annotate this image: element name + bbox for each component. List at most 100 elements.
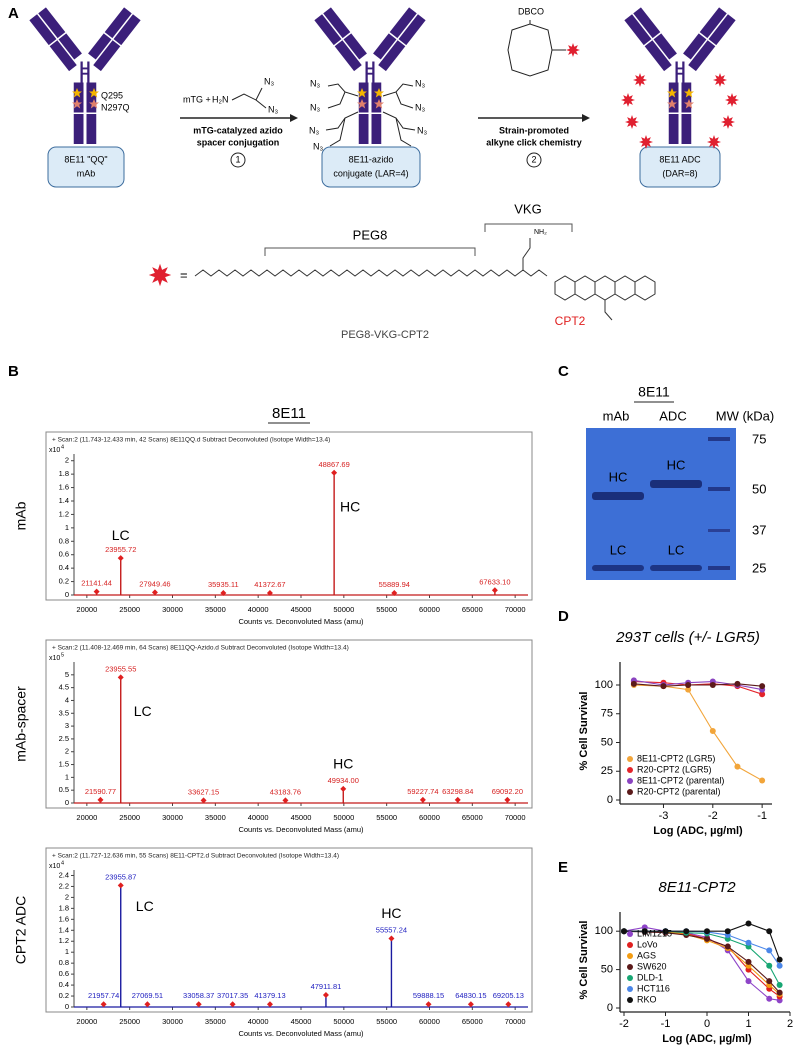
chart-title: 293T cells (+/- LGR5) xyxy=(615,629,760,646)
y-tick-label: 100 xyxy=(595,925,613,937)
x-axis-label: Log (ADC, µg/ml) xyxy=(662,1033,752,1045)
peak-label: 23955.87 xyxy=(105,872,136,881)
x-tick-label: -2 xyxy=(619,1018,629,1030)
peak-label: 41372.67 xyxy=(254,580,285,589)
data-point xyxy=(766,962,773,969)
band-label: HC xyxy=(609,469,628,484)
data-point xyxy=(685,686,692,693)
y-tick-label: 1.8 xyxy=(59,903,69,912)
data-point xyxy=(621,928,627,935)
dbco-ring xyxy=(507,23,553,77)
peak-label: 59888.15 xyxy=(413,991,444,1000)
data-point xyxy=(724,943,731,950)
x-tick-label: 1 xyxy=(745,1018,751,1030)
y-tick-label: 2.5 xyxy=(59,734,69,743)
legend-swatch xyxy=(627,942,633,948)
plot-frame xyxy=(45,639,533,809)
legend-label: DLD-1 xyxy=(637,972,663,982)
series-line xyxy=(633,683,763,687)
legend-label: LoVo xyxy=(637,939,658,949)
data-point xyxy=(662,928,669,935)
payload-stars xyxy=(621,73,739,149)
data-point xyxy=(766,947,773,954)
x-tick-label: -1 xyxy=(661,1018,671,1030)
gel-band xyxy=(650,480,702,488)
peak-label: 59227.74 xyxy=(407,787,438,796)
band-label: LC xyxy=(668,542,685,557)
azide-label: N₃ xyxy=(415,78,425,88)
reagent-text: DBCO xyxy=(518,6,544,16)
peak-marker xyxy=(504,796,511,803)
sample-label: CPT2 ADC xyxy=(13,896,29,964)
y-tick-label: 0 xyxy=(65,798,69,807)
y-exponent: 4 xyxy=(61,860,64,866)
legend-swatch xyxy=(627,953,633,959)
azide-chains xyxy=(325,83,416,147)
step-circle xyxy=(526,152,542,168)
x-tick-label: 25000 xyxy=(119,813,140,822)
azide-label: N₃ xyxy=(310,102,320,112)
box-text: (DAR=8) xyxy=(662,168,697,178)
peak-label: 33058.37 xyxy=(183,991,214,1000)
bracket xyxy=(484,223,573,232)
data-point xyxy=(660,683,667,690)
peak-marker xyxy=(266,589,273,596)
y-tick-label: 100 xyxy=(595,679,613,691)
gel xyxy=(586,428,736,580)
panel-label: E xyxy=(558,859,568,876)
peak-marker xyxy=(331,469,338,476)
legend-swatch xyxy=(627,975,633,981)
gel-band xyxy=(592,492,644,500)
bracket xyxy=(264,247,476,256)
azide-label: N₃ xyxy=(264,76,274,86)
legend-swatch xyxy=(627,767,633,773)
arrowhead xyxy=(290,114,298,122)
data-point xyxy=(776,989,783,996)
ladder-band xyxy=(708,487,730,491)
x-tick-label: 45000 xyxy=(291,605,312,614)
x-tick-label: 60000 xyxy=(419,1017,440,1026)
spacer-bond xyxy=(255,99,267,109)
mw-label: 50 xyxy=(752,481,766,496)
peak-label: 23955.72 xyxy=(105,545,136,554)
peak-marker xyxy=(467,1001,474,1008)
x-tick-label: 50000 xyxy=(333,1017,354,1026)
y-scale: x10 xyxy=(49,447,60,454)
y-tick-label: 0.2 xyxy=(59,577,69,586)
plot-frame xyxy=(45,431,533,601)
data-point xyxy=(745,920,752,927)
payload-star xyxy=(566,43,580,57)
step-circle xyxy=(230,152,246,168)
ladder-band xyxy=(708,437,730,441)
linker-chain xyxy=(194,269,548,277)
step-caption: mTG-catalyzed azido xyxy=(193,125,283,135)
data-point xyxy=(709,728,716,734)
y-tick-label: 0.5 xyxy=(59,785,69,794)
y-exponent: 5 xyxy=(61,652,64,658)
peak-label: 63298.84 xyxy=(442,787,473,796)
peak-marker xyxy=(282,797,289,804)
peak-label: 37017.35 xyxy=(217,991,248,1000)
reagent-text: mTG + xyxy=(183,94,211,104)
peak-marker xyxy=(454,796,461,803)
x-axis-label: Counts vs. Deconvoluted Mass (amu) xyxy=(238,617,364,626)
peak-label: 64830.15 xyxy=(455,991,486,1000)
y-tick-label: 0 xyxy=(65,590,69,599)
y-tick-label: 0 xyxy=(607,794,613,806)
peak-marker xyxy=(419,796,426,803)
x-tick-label: 55000 xyxy=(376,605,397,614)
peak-marker xyxy=(266,1001,273,1008)
peak-label: 49934.00 xyxy=(328,776,359,785)
spectrum-header: + Scan:2 (11.727-12.636 min, 55 Scans) 8… xyxy=(52,853,339,860)
data-point xyxy=(683,928,690,935)
legend-label: RKO xyxy=(637,994,657,1004)
y-tick-label: 50 xyxy=(601,736,613,748)
x-tick-label: 25000 xyxy=(119,605,140,614)
y-axis-label: % Cell Survival xyxy=(578,692,590,771)
y-tick-label: 0 xyxy=(65,1002,69,1011)
series-line xyxy=(633,681,763,695)
x-tick-label: 30000 xyxy=(162,1017,183,1026)
x-tick-label: 50000 xyxy=(333,605,354,614)
peak-marker xyxy=(505,1001,512,1008)
